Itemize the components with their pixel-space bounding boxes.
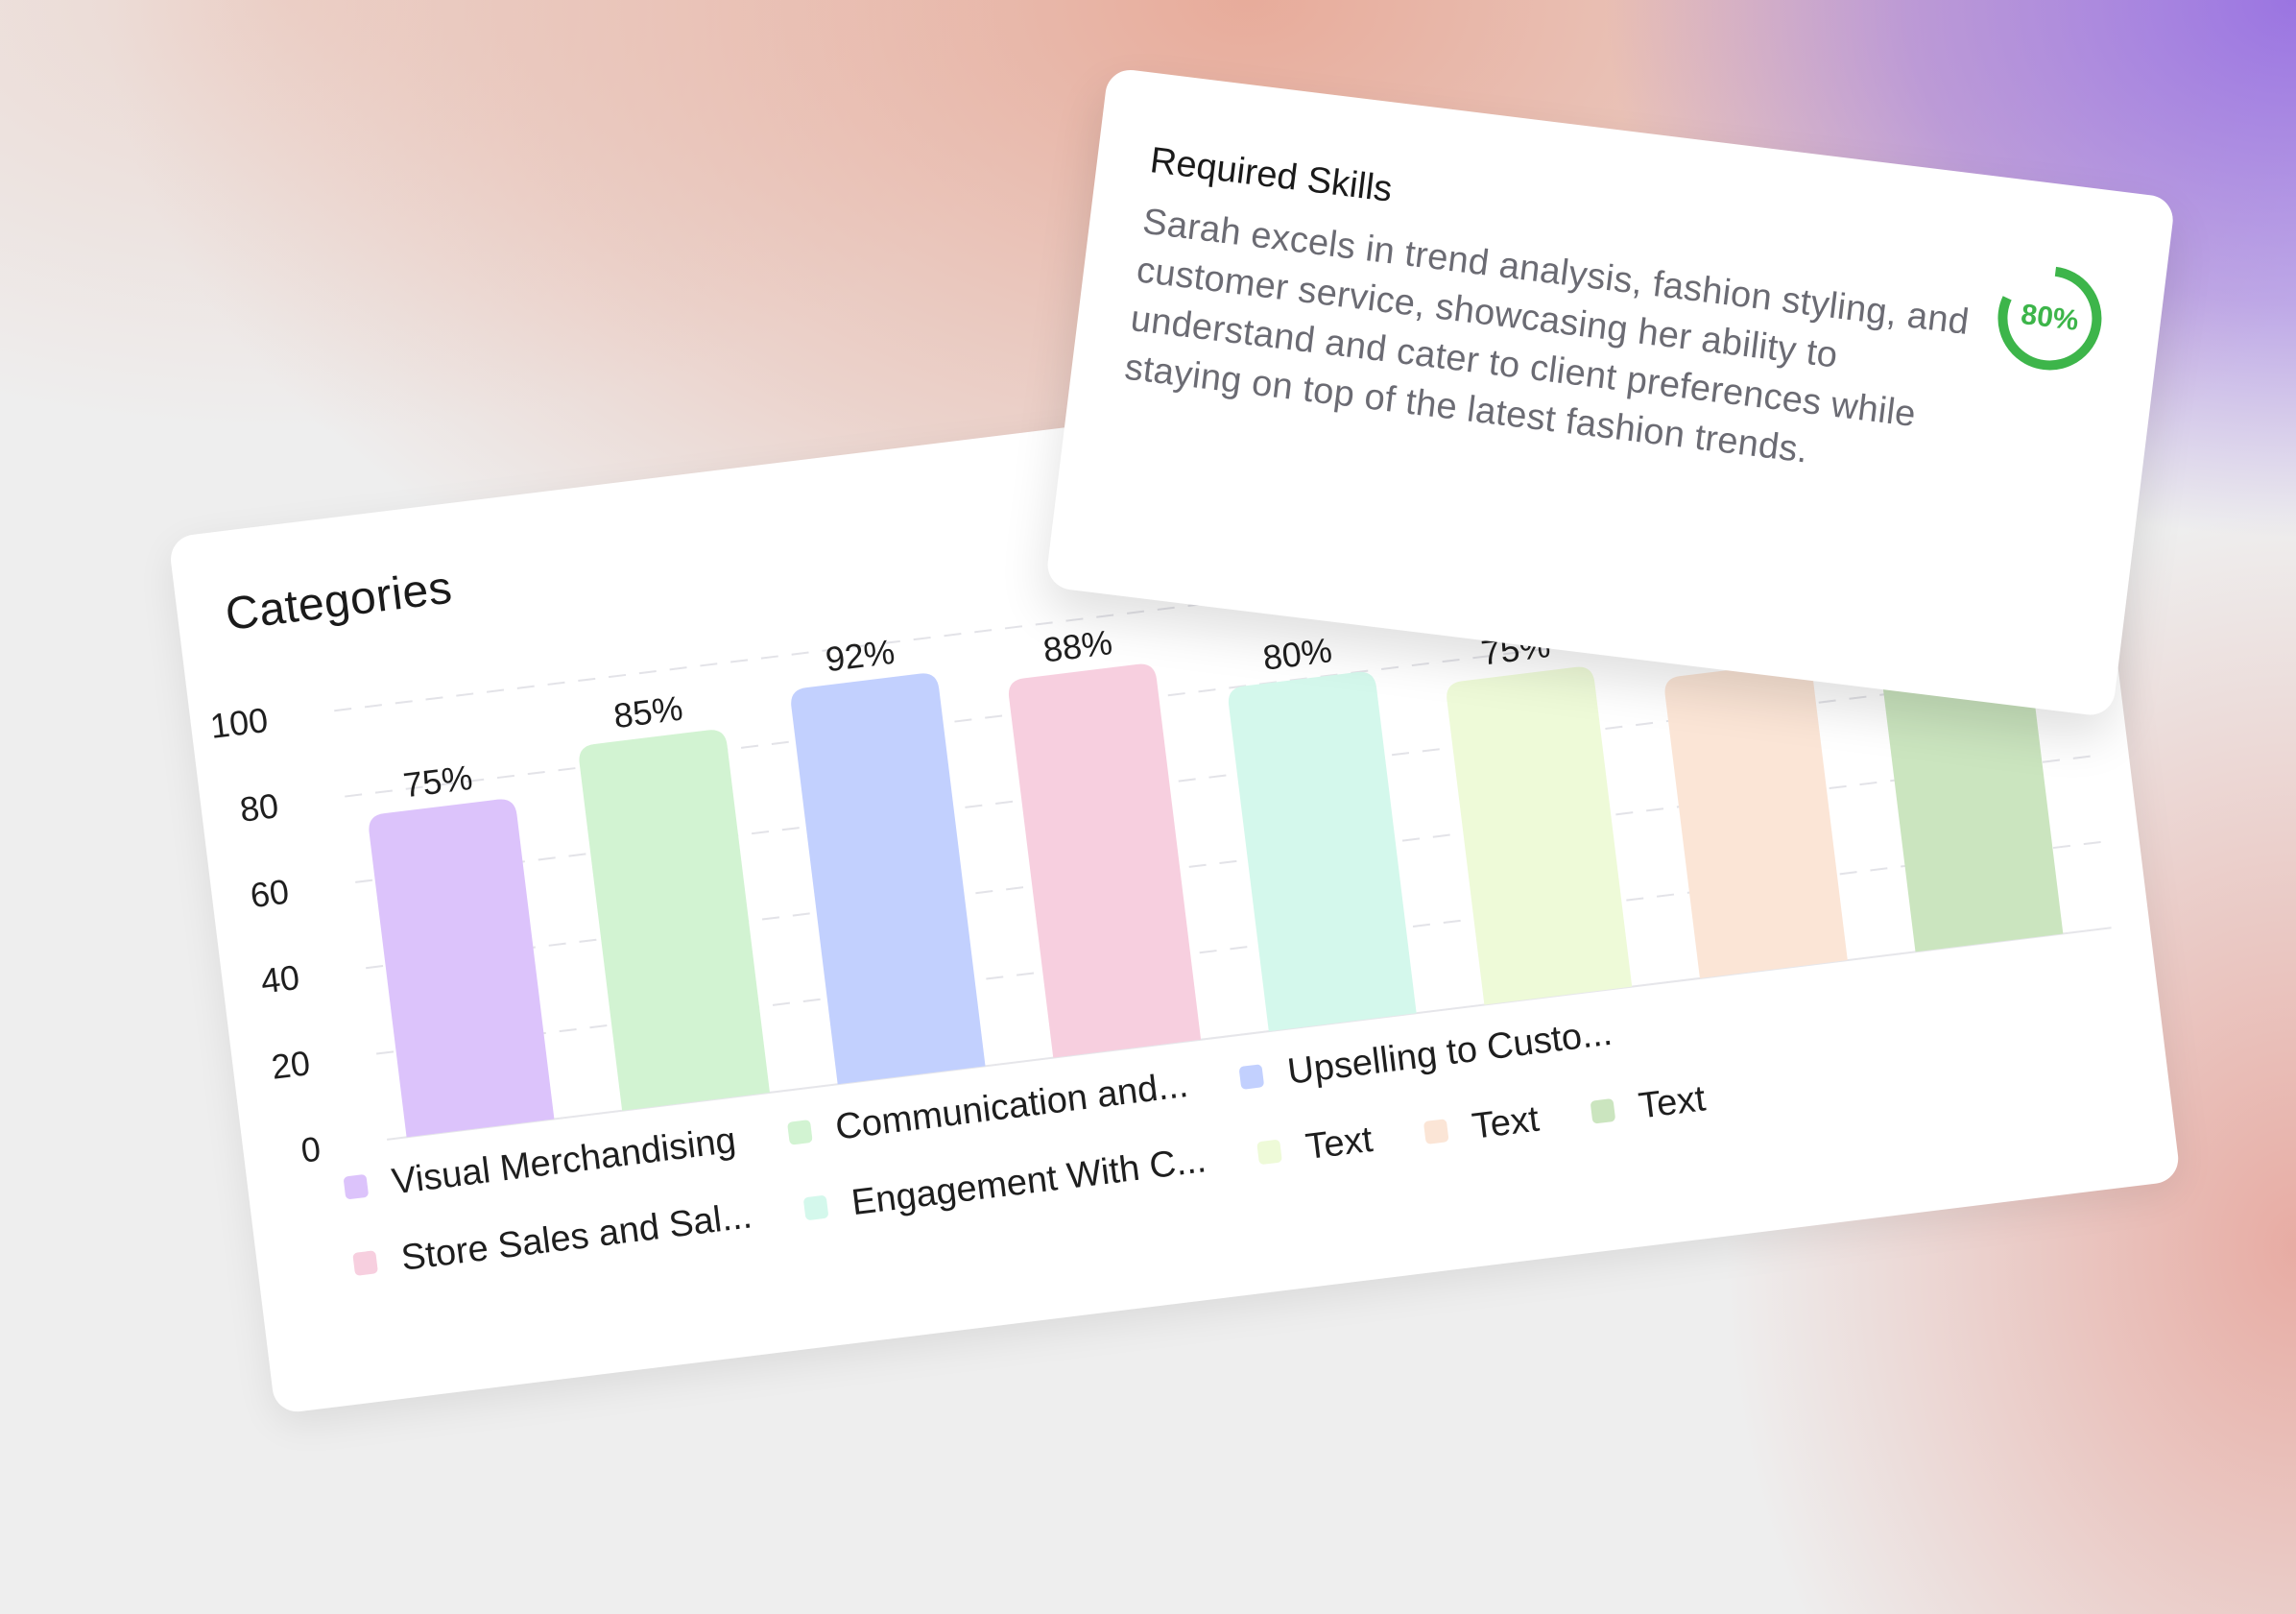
legend-swatch bbox=[1423, 1119, 1449, 1144]
progress-label: 80% bbox=[2019, 298, 2081, 337]
y-tick-label: 60 bbox=[249, 872, 292, 916]
legend-swatch bbox=[1238, 1064, 1265, 1090]
y-tick-label: 100 bbox=[208, 700, 271, 746]
bar[interactable] bbox=[1007, 662, 1202, 1058]
bar-value-label: 85% bbox=[611, 688, 685, 735]
legend-item[interactable]: Text bbox=[1423, 1098, 1542, 1153]
legend-swatch bbox=[786, 1120, 813, 1145]
skills-description: Sarah excels in trend analysis, fashion … bbox=[1122, 201, 1972, 471]
skills-title: Required Skills bbox=[1147, 140, 1395, 210]
y-tick-label: 0 bbox=[299, 1129, 323, 1170]
legend-label: Text bbox=[1636, 1077, 1709, 1127]
bar-value-label: 88% bbox=[1040, 622, 1114, 669]
legend-swatch bbox=[352, 1250, 378, 1276]
progress-ring-icon bbox=[1997, 266, 2102, 371]
legend-swatch bbox=[343, 1173, 370, 1200]
y-tick-label: 40 bbox=[258, 957, 301, 1001]
y-tick-label: 20 bbox=[269, 1043, 312, 1087]
legend-label: Text bbox=[1303, 1119, 1375, 1168]
required-skills-card: Required Skills Sarah excels in trend an… bbox=[1044, 67, 2176, 718]
y-tick-label: 80 bbox=[238, 785, 281, 830]
legend-label: Text bbox=[1470, 1098, 1542, 1147]
bar[interactable] bbox=[1227, 670, 1417, 1032]
bar[interactable] bbox=[578, 728, 770, 1111]
legend-swatch bbox=[1256, 1139, 1283, 1166]
bar[interactable] bbox=[1445, 665, 1633, 1005]
bar-value-label: 92% bbox=[824, 632, 897, 679]
legend-item[interactable]: Text bbox=[1256, 1119, 1375, 1173]
bar[interactable] bbox=[1663, 660, 1848, 978]
bar-value-label: 80% bbox=[1260, 630, 1334, 677]
bar-value-label: 75% bbox=[401, 758, 475, 805]
legend-item[interactable]: Text bbox=[1589, 1078, 1708, 1133]
bar[interactable] bbox=[789, 671, 986, 1085]
legend-swatch bbox=[1590, 1097, 1616, 1124]
bar[interactable] bbox=[367, 797, 555, 1138]
progress-ring: 80% bbox=[1986, 254, 2115, 383]
legend-swatch bbox=[802, 1194, 829, 1221]
